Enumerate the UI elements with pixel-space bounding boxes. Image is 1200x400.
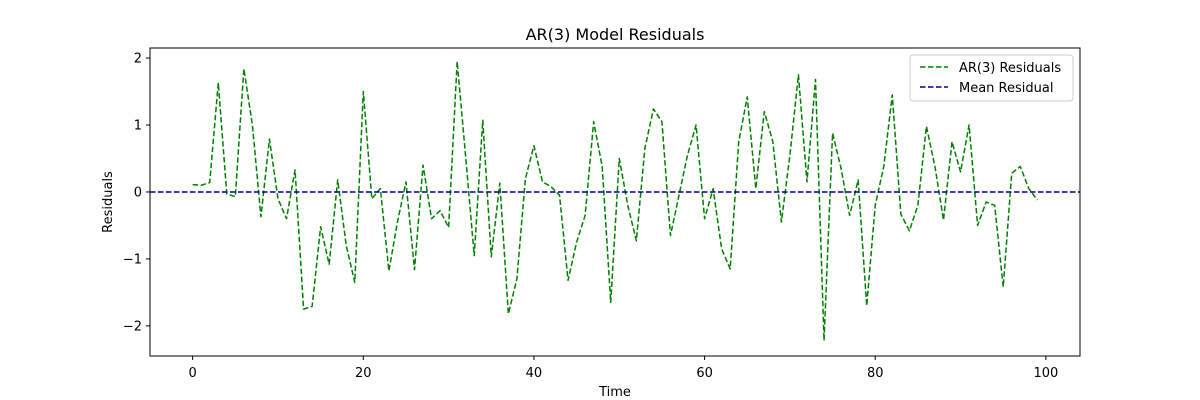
x-axis: 0 20 40 60 80 100 <box>189 356 1058 381</box>
x-tick-label: 40 <box>526 366 543 381</box>
y-tick-label: −1 <box>123 252 142 267</box>
legend: AR(3) Residuals Mean Residual <box>909 54 1074 102</box>
axes-frame <box>149 47 1081 357</box>
y-axis: −2 −1 0 1 2 <box>123 52 150 334</box>
chart-title: AR(3) Model Residuals <box>526 25 705 44</box>
legend-box <box>909 54 1074 102</box>
legend-label-residuals: AR(3) Residuals <box>959 61 1061 76</box>
x-tick-label: 100 <box>1033 366 1058 381</box>
y-tick-label: 0 <box>134 185 142 200</box>
x-axis-label: Time <box>598 385 631 400</box>
y-axis-label: Residuals <box>101 171 116 233</box>
y-tick-label: −2 <box>123 319 142 334</box>
legend-label-mean: Mean Residual <box>959 81 1053 96</box>
x-tick-label: 20 <box>355 366 372 381</box>
y-tick-label: 2 <box>134 52 142 67</box>
residuals-line <box>192 60 1038 342</box>
x-tick-label: 0 <box>189 366 197 381</box>
y-tick-label: 1 <box>134 119 142 134</box>
plot-area <box>150 60 1080 342</box>
x-tick-label: 80 <box>867 366 884 381</box>
x-tick-label: 60 <box>696 366 713 381</box>
